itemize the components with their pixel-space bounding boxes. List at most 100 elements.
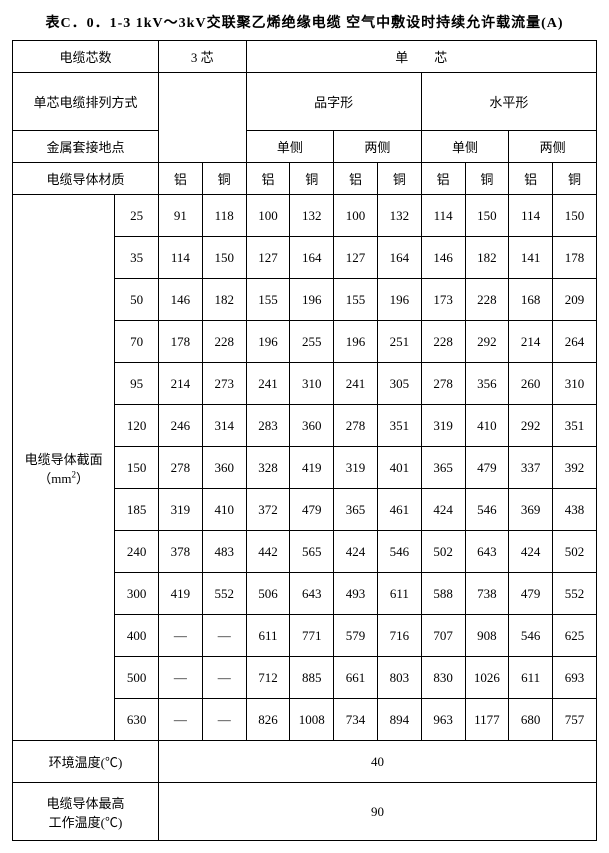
maxtemp-l1: 电缆导体最高	[46, 796, 124, 811]
value-cell: 283	[246, 405, 290, 447]
value-cell: 803	[377, 657, 421, 699]
value-cell: 734	[334, 699, 378, 741]
value-cell: 826	[246, 699, 290, 741]
row-ambient-val: 40	[159, 741, 597, 783]
value-cell: 757	[553, 699, 597, 741]
value-cell: 155	[246, 279, 290, 321]
value-cell: 885	[290, 657, 334, 699]
value-cell: 401	[377, 447, 421, 489]
value-cell: 351	[553, 405, 597, 447]
value-cell: 365	[334, 489, 378, 531]
value-cell: 771	[290, 615, 334, 657]
hdr-al: 铝	[334, 163, 378, 195]
value-cell: —	[202, 615, 246, 657]
value-cell: 168	[509, 279, 553, 321]
value-cell: 228	[465, 279, 509, 321]
value-cell: 661	[334, 657, 378, 699]
size-cell: 50	[115, 279, 159, 321]
value-cell: 565	[290, 531, 334, 573]
size-cell: 95	[115, 363, 159, 405]
hdr-cu: 铜	[465, 163, 509, 195]
hdr-al: 铝	[159, 163, 203, 195]
value-cell: 712	[246, 657, 290, 699]
cs-l2: （mm2）	[15, 468, 112, 487]
value-cell: 479	[465, 447, 509, 489]
row-ambient-label: 环境温度(℃)	[13, 741, 159, 783]
value-cell: 546	[465, 489, 509, 531]
value-cell: 214	[509, 321, 553, 363]
hdr-cu: 铜	[290, 163, 334, 195]
value-cell: 241	[334, 363, 378, 405]
value-cell: 196	[246, 321, 290, 363]
value-cell: 611	[246, 615, 290, 657]
value-cell: 278	[421, 363, 465, 405]
ampacity-table: 电缆芯数3 芯单 芯单芯电缆排列方式品字形水平形金属套接地点单侧两侧单侧两侧电缆…	[12, 40, 597, 841]
value-cell: 164	[290, 237, 334, 279]
value-cell: 461	[377, 489, 421, 531]
size-cell: 150	[115, 447, 159, 489]
hdr-triangle: 品字形	[246, 73, 421, 131]
value-cell: —	[159, 615, 203, 657]
value-cell: 707	[421, 615, 465, 657]
value-cell: 378	[159, 531, 203, 573]
value-cell: 182	[465, 237, 509, 279]
value-cell: 337	[509, 447, 553, 489]
value-cell: 319	[334, 447, 378, 489]
value-cell: 114	[421, 195, 465, 237]
value-cell: 127	[334, 237, 378, 279]
size-cell: 120	[115, 405, 159, 447]
value-cell: 360	[290, 405, 334, 447]
value-cell: 319	[421, 405, 465, 447]
value-cell: 1026	[465, 657, 509, 699]
value-cell: 100	[334, 195, 378, 237]
cross-section-label: 电缆导体截面（mm2）	[13, 195, 115, 741]
value-cell: 830	[421, 657, 465, 699]
value-cell: —	[202, 657, 246, 699]
value-cell: 214	[159, 363, 203, 405]
value-cell: 127	[246, 237, 290, 279]
hdr-hor-both: 两侧	[509, 131, 597, 163]
value-cell: 502	[553, 531, 597, 573]
value-cell: 196	[377, 279, 421, 321]
value-cell: 228	[202, 321, 246, 363]
value-cell: 502	[421, 531, 465, 573]
value-cell: 716	[377, 615, 421, 657]
value-cell: 150	[465, 195, 509, 237]
value-cell: 100	[246, 195, 290, 237]
value-cell: 132	[377, 195, 421, 237]
value-cell: 372	[246, 489, 290, 531]
value-cell: 310	[553, 363, 597, 405]
hdr-cu: 铜	[553, 163, 597, 195]
value-cell: 894	[377, 699, 421, 741]
value-cell: 141	[509, 237, 553, 279]
row-maxtemp-label: 电缆导体最高 工作温度(℃)	[13, 783, 159, 841]
hdr-al: 铝	[421, 163, 465, 195]
table-title: 表C．0．1-3 1kV～3kV交联聚乙烯绝缘电缆 空气中敷设时持续允许载流量(…	[12, 12, 597, 32]
size-cell: 25	[115, 195, 159, 237]
value-cell: 351	[377, 405, 421, 447]
hdr-tri-single: 单侧	[246, 131, 334, 163]
hdr-3core-blank	[159, 73, 247, 163]
value-cell: 264	[553, 321, 597, 363]
value-cell: 246	[159, 405, 203, 447]
value-cell: 164	[377, 237, 421, 279]
value-cell: 552	[202, 573, 246, 615]
value-cell: 150	[553, 195, 597, 237]
size-cell: 185	[115, 489, 159, 531]
value-cell: 196	[290, 279, 334, 321]
value-cell: 146	[421, 237, 465, 279]
value-cell: 579	[334, 615, 378, 657]
value-cell: 255	[290, 321, 334, 363]
value-cell: 493	[334, 573, 378, 615]
value-cell: 278	[159, 447, 203, 489]
hdr-single-core: 单 芯	[246, 41, 596, 73]
value-cell: 155	[334, 279, 378, 321]
value-cell: 310	[290, 363, 334, 405]
value-cell: 410	[465, 405, 509, 447]
value-cell: 963	[421, 699, 465, 741]
hdr-ground: 金属套接地点	[13, 131, 159, 163]
hdr-tri-both: 两侧	[334, 131, 422, 163]
value-cell: 419	[159, 573, 203, 615]
value-cell: 680	[509, 699, 553, 741]
value-cell: 132	[290, 195, 334, 237]
